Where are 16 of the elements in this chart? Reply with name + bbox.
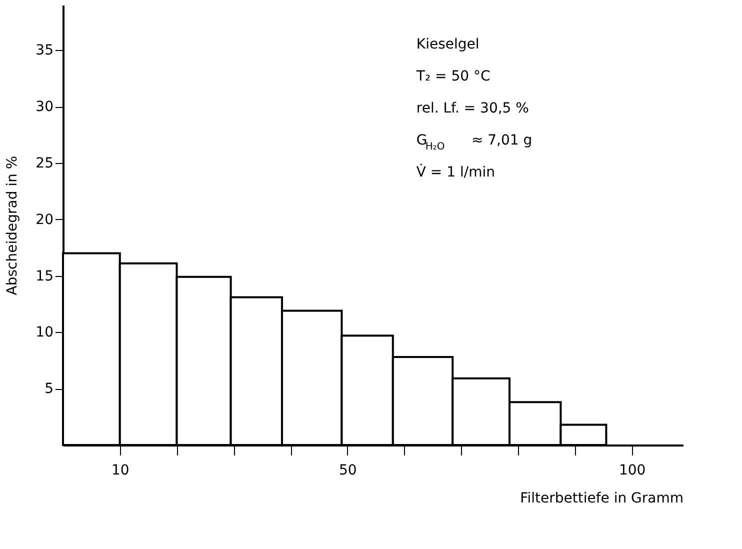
y-tick-label: 15 [36, 268, 54, 284]
y-tick-label: 30 [36, 99, 54, 116]
y-tick-label: 20 [36, 212, 54, 228]
y-axis-title: Abscheidegrad in % [4, 156, 21, 296]
x-tick-label: 50 [338, 462, 357, 478]
annotation: Kieselgel [416, 36, 480, 53]
annotation: V̇ = 1 l/min [416, 163, 495, 181]
y-tick-label: 10 [36, 324, 54, 341]
y-tick-label: 35 [36, 42, 54, 59]
x-tick-label: 10 [111, 462, 130, 478]
y-tick-label: 25 [36, 155, 54, 172]
annotation: T₂ = 50 °C [415, 68, 490, 85]
x-tick-label: 100 [618, 462, 646, 478]
x-axis-title: Filterbettiefe in Gramm [520, 490, 684, 506]
annotation: rel. Lf. = 30,5 % [416, 100, 529, 117]
y-tick-label: 5 [44, 381, 54, 398]
